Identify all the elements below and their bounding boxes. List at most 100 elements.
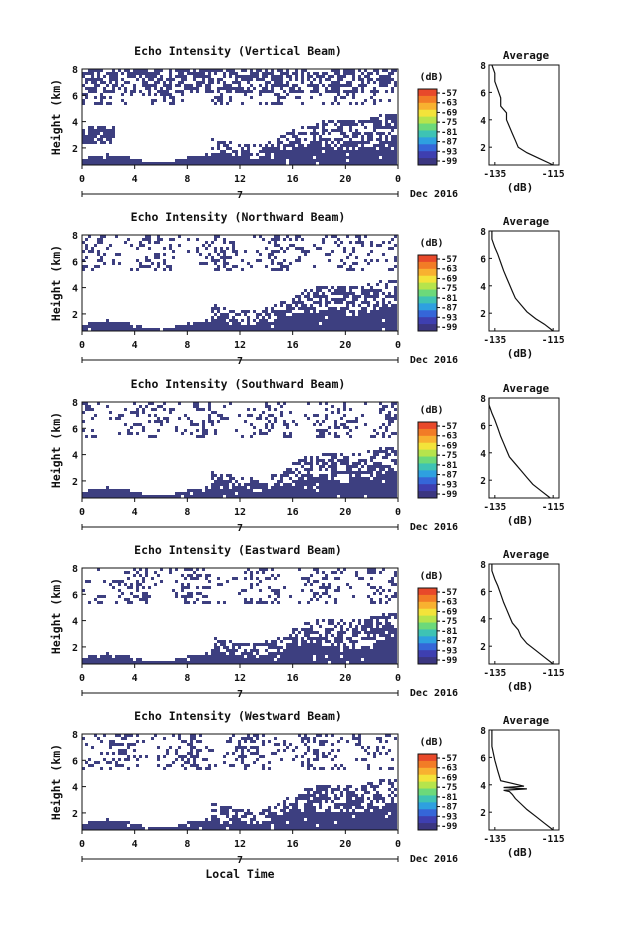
echo-cell bbox=[121, 764, 124, 767]
y-tick-label: 2 bbox=[72, 643, 78, 654]
echo-cell bbox=[340, 658, 343, 661]
echo-cell bbox=[271, 589, 274, 592]
echo-cell bbox=[394, 492, 397, 495]
echo-cell bbox=[82, 138, 85, 141]
x-tick-label: 8 bbox=[184, 507, 190, 518]
echo-cell bbox=[259, 144, 262, 147]
echo-cell bbox=[394, 307, 397, 310]
echo-cell bbox=[112, 126, 115, 129]
echo-cell bbox=[82, 72, 85, 75]
echo-cell bbox=[274, 322, 277, 325]
echo-cell bbox=[160, 568, 163, 571]
echo-cell bbox=[373, 162, 376, 165]
echo-cell bbox=[253, 752, 256, 755]
echo-cell bbox=[169, 764, 172, 767]
echo-cell bbox=[301, 75, 304, 78]
echo-cell bbox=[133, 69, 136, 72]
echo-cell bbox=[370, 156, 373, 159]
echo-cell bbox=[337, 640, 340, 643]
echo-cell bbox=[313, 827, 316, 830]
x-tick-label: 20 bbox=[339, 673, 351, 684]
echo-cell bbox=[313, 824, 316, 827]
echo-cell bbox=[307, 489, 310, 492]
panel-4: Echo Intensity (Westward Beam)Height (km… bbox=[49, 709, 565, 866]
echo-cell bbox=[277, 319, 280, 322]
echo-cell bbox=[277, 492, 280, 495]
echo-cell bbox=[121, 489, 124, 492]
echo-cell bbox=[211, 256, 214, 259]
echo-cell bbox=[232, 764, 235, 767]
echo-cell bbox=[280, 477, 283, 480]
echo-cell bbox=[370, 489, 373, 492]
echo-cell bbox=[100, 322, 103, 325]
echo-cell bbox=[130, 743, 133, 746]
echo-cell bbox=[106, 132, 109, 135]
echo-cell bbox=[325, 592, 328, 595]
echo-cell bbox=[193, 162, 196, 165]
colorbar-segment bbox=[418, 116, 437, 125]
echo-cell bbox=[145, 755, 148, 758]
echo-cell bbox=[358, 462, 361, 465]
echo-cell bbox=[283, 655, 286, 658]
avg-y-tick-label: 6 bbox=[480, 254, 486, 265]
echo-cell bbox=[151, 78, 154, 81]
echo-cell bbox=[391, 477, 394, 480]
echo-cell bbox=[157, 764, 160, 767]
echo-cell bbox=[190, 489, 193, 492]
echo-cell bbox=[238, 818, 241, 821]
echo-cell bbox=[367, 289, 370, 292]
echo-cell bbox=[121, 495, 124, 498]
echo-cell bbox=[256, 322, 259, 325]
echo-cell bbox=[220, 162, 223, 165]
echo-cell bbox=[388, 316, 391, 319]
echo-cell bbox=[322, 743, 325, 746]
echo-cell bbox=[256, 486, 259, 489]
echo-cell bbox=[385, 304, 388, 307]
echo-cell bbox=[289, 489, 292, 492]
echo-cell bbox=[223, 755, 226, 758]
echo-cell bbox=[142, 408, 145, 411]
echo-cell bbox=[229, 319, 232, 322]
echo-cell bbox=[265, 601, 268, 604]
echo-cell bbox=[142, 595, 145, 598]
echo-cell bbox=[367, 292, 370, 295]
echo-cell bbox=[181, 328, 184, 331]
echo-cell bbox=[193, 761, 196, 764]
echo-cell bbox=[298, 96, 301, 99]
echo-cell bbox=[349, 81, 352, 84]
colorbar-tick-label: -81 bbox=[441, 294, 457, 304]
echo-cell bbox=[379, 489, 382, 492]
echo-cell bbox=[343, 655, 346, 658]
echo-cell bbox=[91, 827, 94, 830]
echo-cell bbox=[316, 72, 319, 75]
echo-cell bbox=[301, 150, 304, 153]
echo-cell bbox=[391, 310, 394, 313]
echo-cell bbox=[238, 325, 241, 328]
echo-cell bbox=[292, 156, 295, 159]
echo-cell bbox=[286, 153, 289, 156]
echo-cell bbox=[325, 755, 328, 758]
echo-cell bbox=[223, 307, 226, 310]
echo-cell bbox=[352, 483, 355, 486]
echo-cell bbox=[235, 749, 238, 752]
echo-cell bbox=[331, 483, 334, 486]
echo-cell bbox=[82, 429, 85, 432]
echo-cell bbox=[382, 78, 385, 81]
echo-cell bbox=[136, 423, 139, 426]
colorbar-tick-label: -69 bbox=[441, 108, 457, 118]
echo-cell bbox=[319, 800, 322, 803]
echo-cell bbox=[310, 661, 313, 664]
echo-cell bbox=[322, 138, 325, 141]
echo-cell bbox=[265, 162, 268, 165]
echo-cell bbox=[112, 740, 115, 743]
echo-cell bbox=[208, 408, 211, 411]
echo-cell bbox=[304, 628, 307, 631]
echo-cell bbox=[313, 815, 316, 818]
echo-cell bbox=[394, 646, 397, 649]
echo-cell bbox=[310, 803, 313, 806]
echo-cell bbox=[307, 815, 310, 818]
echo-cell bbox=[346, 156, 349, 159]
echo-cell bbox=[265, 495, 268, 498]
echo-cell bbox=[163, 259, 166, 262]
echo-cell bbox=[139, 244, 142, 247]
